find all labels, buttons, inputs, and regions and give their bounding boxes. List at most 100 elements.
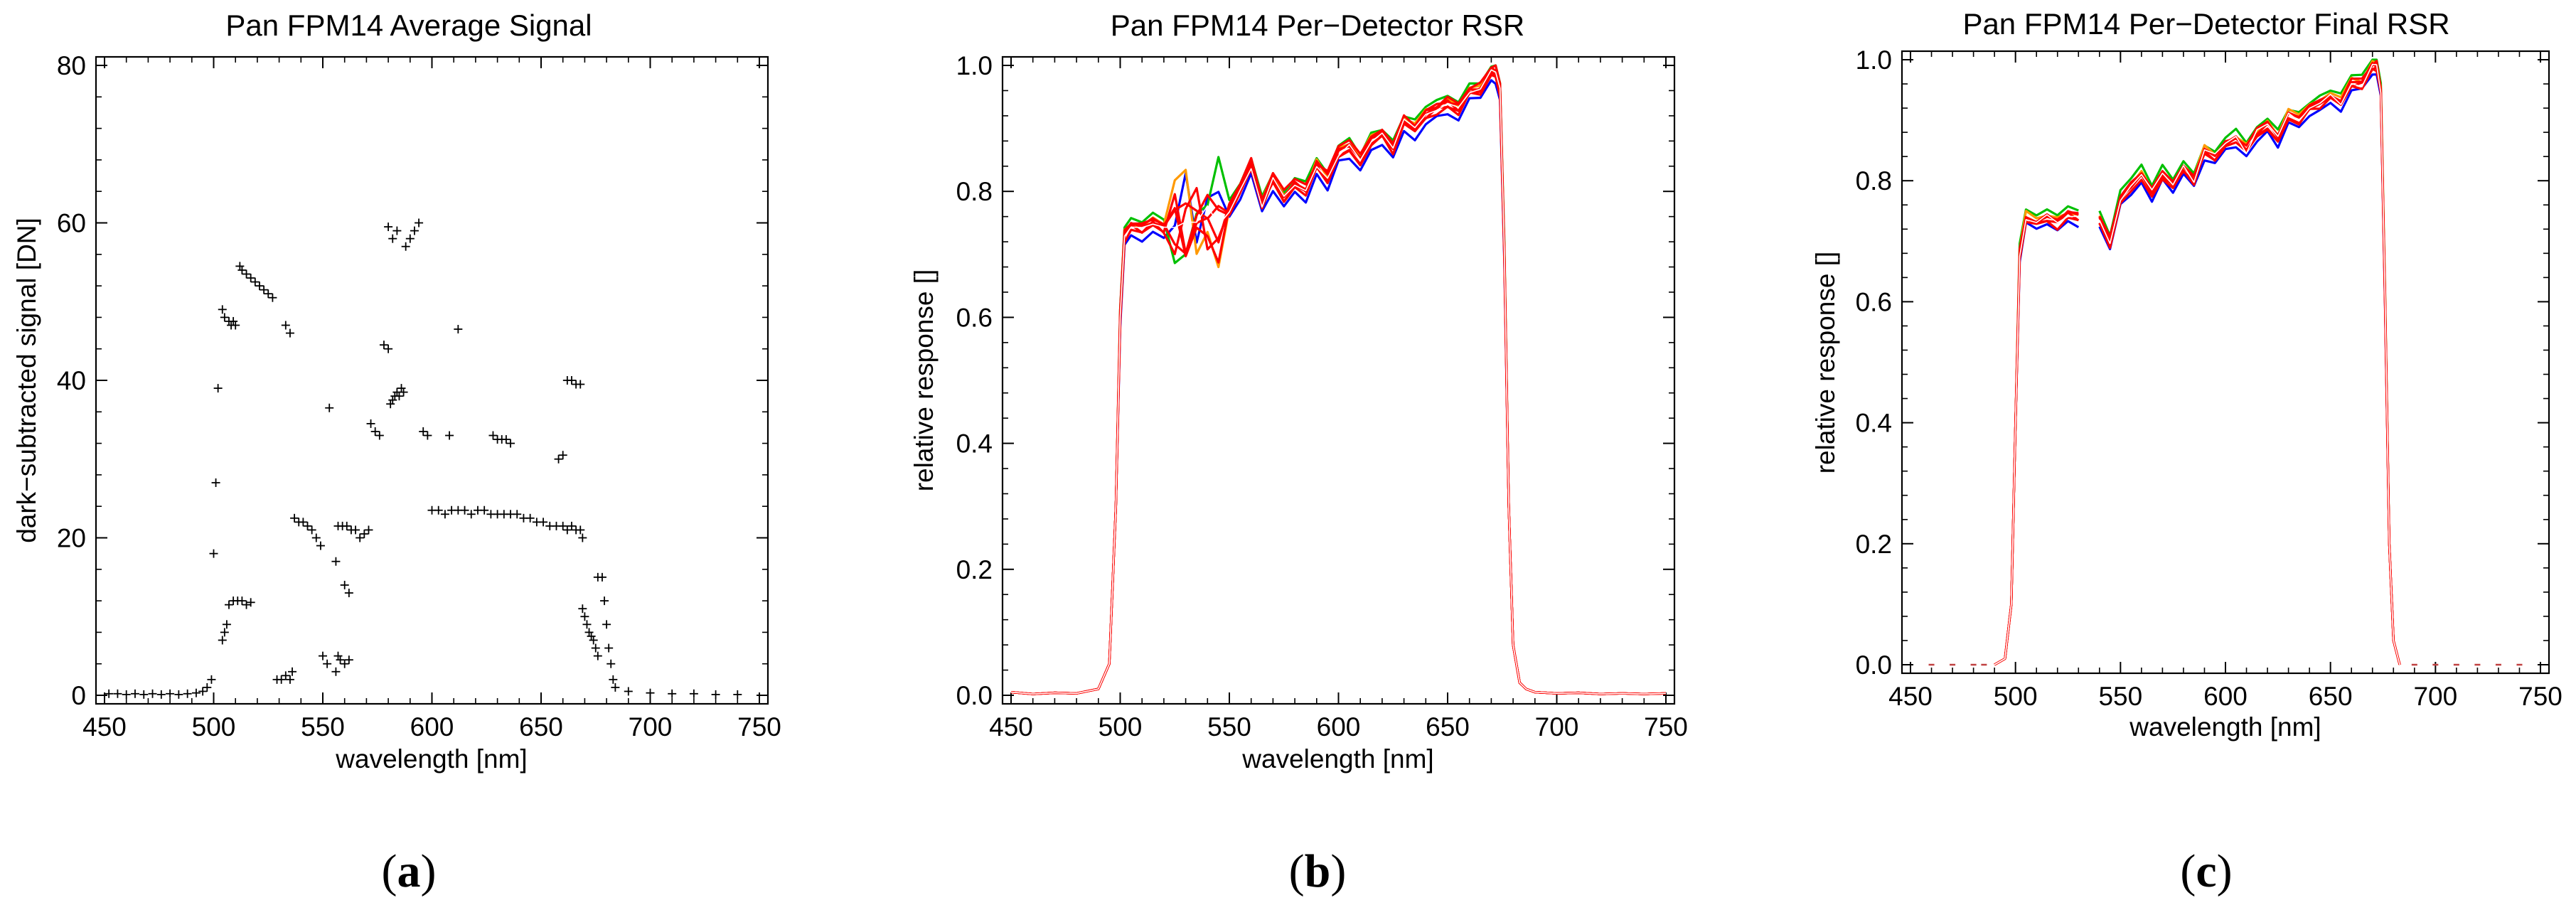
data-point-plus-marker xyxy=(388,395,397,405)
data-point-plus-marker xyxy=(242,600,251,609)
data-point-plus-marker xyxy=(410,226,419,235)
data-point-plus-marker xyxy=(711,690,720,699)
y-tick-label: 0.4 xyxy=(1856,409,1892,438)
panel-a-y-axis-label: dark−subtracted signal [DN] xyxy=(12,218,41,543)
panel-a-data-points xyxy=(105,218,742,699)
data-point-plus-marker xyxy=(366,419,375,428)
data-point-plus-marker xyxy=(231,321,240,330)
panel-a-x-axis-label: wavelength [nm] xyxy=(335,744,527,774)
panel-c-per-detector-final-rsr: Pan FPM14 Per−Detector Final RSR 450 500 5… xyxy=(1811,7,2562,897)
data-point-plus-marker xyxy=(606,659,616,668)
data-point-plus-marker xyxy=(401,242,410,251)
x-tick-label: 450 xyxy=(1888,682,1933,711)
x-tick-label: 450 xyxy=(82,712,127,742)
data-point-plus-marker xyxy=(388,234,397,243)
panel-b-series-lines xyxy=(1010,64,1667,695)
data-point-plus-marker xyxy=(600,596,609,606)
data-point-plus-marker xyxy=(237,265,247,274)
data-point-plus-marker xyxy=(237,596,247,606)
data-point-plus-marker xyxy=(576,380,585,389)
data-point-plus-marker xyxy=(113,689,122,698)
x-tick-label: 700 xyxy=(629,712,673,742)
data-point-plus-marker xyxy=(336,655,345,665)
panel-c-series-lines xyxy=(1928,58,2523,666)
data-point-plus-marker xyxy=(609,675,618,684)
data-point-plus-marker xyxy=(567,376,576,385)
y-tick-label: 40 xyxy=(57,366,86,395)
x-tick-label: 450 xyxy=(989,712,1033,742)
series-line-detector-1 xyxy=(1010,79,1667,695)
panel-c-caption-letter: c xyxy=(2196,845,2216,897)
data-point-plus-marker xyxy=(525,513,535,523)
x-tick-label: 750 xyxy=(2518,682,2562,711)
panel-c-caption: (c) xyxy=(2180,845,2232,897)
y-tick-label: 60 xyxy=(57,209,86,238)
data-point-plus-marker xyxy=(562,525,572,535)
data-point-plus-marker xyxy=(260,285,269,294)
panel-a-title: Pan FPM14 Average Signal xyxy=(225,9,592,42)
data-point-plus-marker xyxy=(340,659,349,668)
x-tick-label: 550 xyxy=(301,712,345,742)
panel-c-caption-close: ) xyxy=(2217,845,2233,897)
data-point-plus-marker xyxy=(344,589,353,598)
data-point-plus-marker xyxy=(340,580,349,589)
data-point-plus-marker xyxy=(558,521,567,530)
data-point-plus-marker xyxy=(246,598,255,607)
data-point-plus-marker xyxy=(370,427,380,436)
data-point-plus-marker xyxy=(285,328,294,338)
y-tick-label: 0.8 xyxy=(1856,166,1892,196)
data-point-plus-marker xyxy=(281,321,290,330)
data-point-plus-marker xyxy=(460,505,469,515)
y-tick-label: 80 xyxy=(57,51,86,80)
data-point-plus-marker xyxy=(218,305,227,314)
panel-a-average-signal: Pan FPM14 Average Signal 450 500 550 600 650… xyxy=(12,9,781,897)
data-point-plus-marker xyxy=(344,655,353,665)
data-point-plus-marker xyxy=(466,510,476,519)
data-point-plus-marker xyxy=(501,435,511,444)
data-point-plus-marker xyxy=(311,533,321,542)
data-point-plus-marker xyxy=(360,529,369,538)
data-point-plus-marker xyxy=(191,688,201,697)
data-point-plus-marker xyxy=(316,541,325,550)
y-tick-label: 0.0 xyxy=(1856,651,1892,680)
data-point-plus-marker xyxy=(290,513,299,523)
data-point-plus-marker xyxy=(415,218,424,228)
data-point-plus-marker xyxy=(379,341,388,350)
data-point-plus-marker xyxy=(386,400,395,409)
x-tick-label: 500 xyxy=(1994,682,2038,711)
series-line-detector-6 xyxy=(1994,60,2401,666)
data-point-plus-marker xyxy=(558,451,567,460)
data-point-plus-marker xyxy=(488,431,498,440)
panel-c-title: Pan FPM14 Per−Detector Final RSR xyxy=(1962,7,2449,41)
data-point-plus-marker xyxy=(255,282,264,291)
series-line-detector-7 xyxy=(1010,70,1667,695)
data-point-plus-marker xyxy=(384,223,393,232)
panel-b-caption: (b) xyxy=(1289,845,1347,897)
data-point-plus-marker xyxy=(375,431,384,440)
data-point-plus-marker xyxy=(277,675,286,684)
data-point-plus-marker xyxy=(342,521,351,530)
data-point-plus-marker xyxy=(589,636,598,645)
data-point-plus-marker xyxy=(584,628,594,637)
data-point-plus-marker xyxy=(480,505,489,515)
series-line-detector-3 xyxy=(1994,60,2401,666)
data-point-plus-marker xyxy=(242,269,251,279)
data-point-plus-marker xyxy=(392,226,402,235)
data-point-plus-marker xyxy=(288,667,297,676)
data-point-plus-marker xyxy=(148,689,157,698)
panel-b-y-axis-label: relative response [] xyxy=(909,269,939,492)
x-tick-label: 550 xyxy=(1207,712,1251,742)
x-tick-label: 750 xyxy=(1644,712,1688,742)
panel-c-y-axis-label: relative response [] xyxy=(1811,252,1840,474)
x-tick-label: 700 xyxy=(2413,682,2457,711)
x-tick-label: 700 xyxy=(1535,712,1579,742)
series-line-mean xyxy=(1994,63,2400,665)
data-point-plus-marker xyxy=(307,525,316,535)
data-point-plus-marker xyxy=(122,690,131,699)
data-point-plus-marker xyxy=(209,549,218,558)
data-point-plus-marker xyxy=(218,636,227,645)
data-point-plus-marker xyxy=(207,675,216,684)
data-point-plus-marker xyxy=(323,659,332,668)
data-point-plus-marker xyxy=(285,675,294,684)
x-tick-label: 650 xyxy=(519,712,563,742)
